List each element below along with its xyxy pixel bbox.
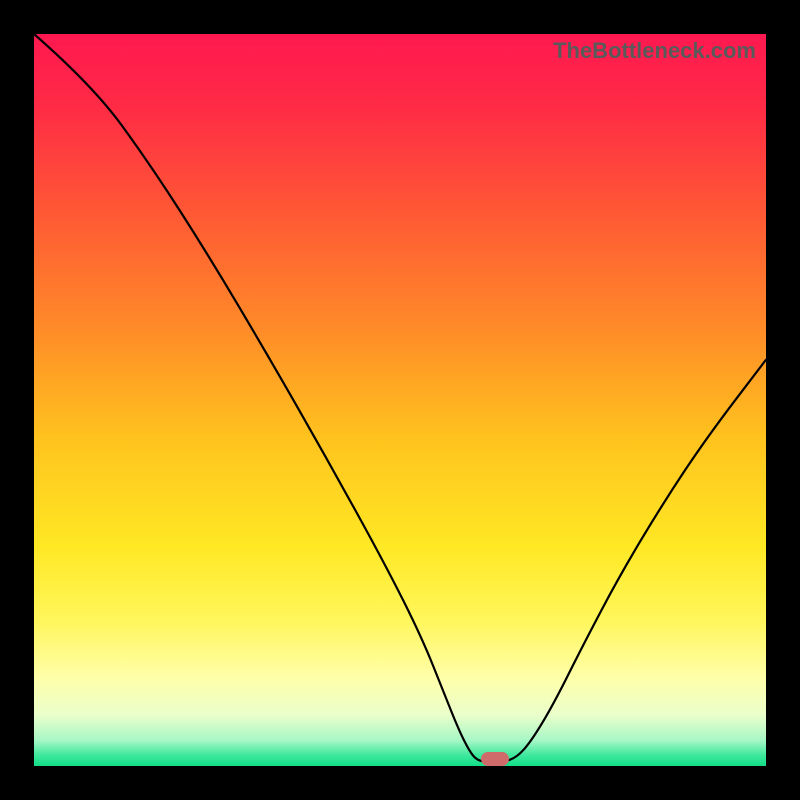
chart-frame: TheBottleneck.com [0,0,800,800]
bottleneck-curve [34,34,766,766]
watermark-text: TheBottleneck.com [553,38,756,64]
plot-area [34,34,766,766]
optimum-marker [481,752,509,766]
